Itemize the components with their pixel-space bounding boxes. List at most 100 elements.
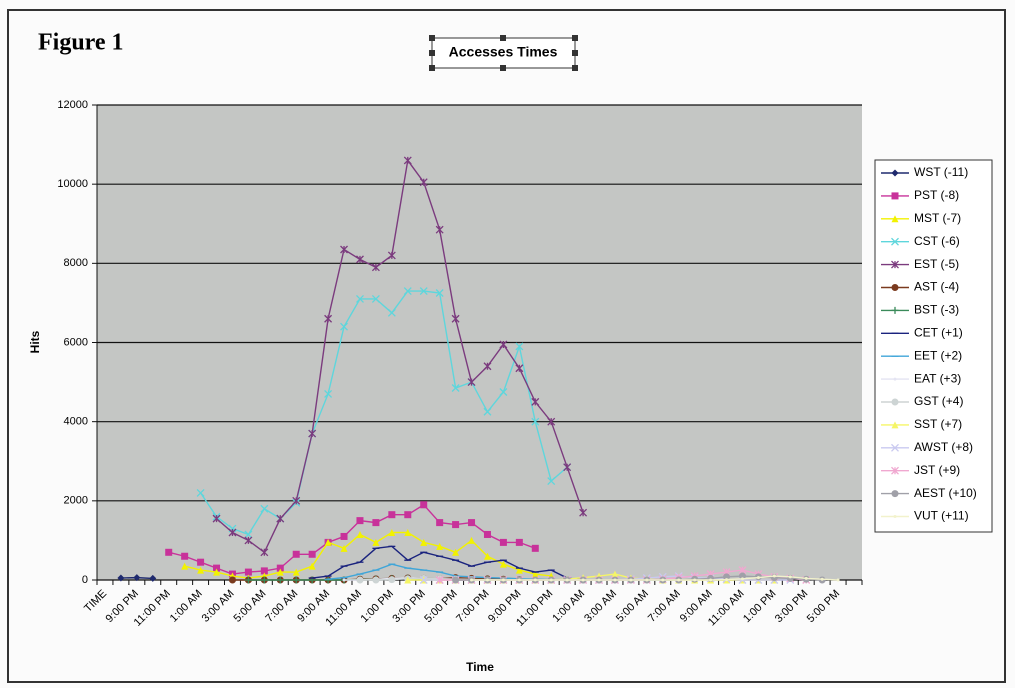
marker: [308, 550, 316, 558]
marker: [788, 575, 792, 579]
marker: [499, 340, 508, 349]
marker: [549, 578, 553, 582]
y-tick-label: 10000: [57, 178, 88, 190]
series: [165, 501, 539, 578]
marker: [372, 576, 380, 584]
marker: [388, 511, 396, 519]
marker: [820, 577, 824, 581]
y-tick-label: 2000: [64, 495, 88, 507]
marker: [547, 417, 556, 426]
marker: [149, 574, 157, 582]
marker: [197, 558, 205, 566]
marker: [891, 443, 899, 452]
marker: [565, 578, 569, 582]
marker: [340, 544, 348, 552]
marker: [292, 550, 300, 558]
marker: [893, 515, 897, 518]
marker: [452, 576, 460, 584]
marker: [468, 519, 476, 527]
marker: [292, 568, 300, 576]
marker: [260, 548, 269, 557]
legend-label: GST (+4): [914, 394, 963, 408]
marker: [579, 508, 588, 517]
y-tick-label: 12000: [57, 99, 88, 111]
x-axis-label: Time: [466, 660, 494, 674]
marker: [483, 407, 492, 416]
series-line: [216, 158, 584, 554]
y-tick-label: 6000: [64, 336, 88, 348]
marker: [356, 255, 364, 264]
marker: [340, 322, 348, 331]
marker: [244, 576, 252, 584]
marker: [467, 378, 476, 387]
marker: [483, 530, 491, 538]
marker: [340, 532, 348, 540]
legend-label: VUT (+11): [914, 509, 969, 523]
marker: [531, 417, 540, 426]
y-axis-label: Hits: [28, 330, 42, 353]
marker: [372, 519, 380, 527]
marker: [324, 389, 333, 398]
marker: [324, 538, 332, 546]
marker: [420, 538, 428, 546]
marker: [891, 421, 899, 429]
marker: [404, 576, 412, 584]
y-tick-label: 8000: [64, 257, 88, 269]
marker: [772, 574, 776, 578]
marker: [738, 572, 746, 580]
marker: [403, 156, 412, 165]
chart-title: Accesses Times: [449, 44, 558, 60]
marker: [891, 398, 899, 406]
marker: [371, 294, 380, 303]
marker: [597, 578, 601, 582]
legend-label: PST (-8): [914, 188, 959, 202]
marker: [356, 576, 364, 584]
marker: [117, 574, 125, 582]
marker: [891, 215, 899, 223]
marker: [483, 362, 492, 371]
legend-label: EET (+2): [914, 348, 962, 362]
legend-label: EST (-5): [914, 257, 959, 271]
marker: [452, 521, 460, 529]
legend-label: WST (-11): [914, 165, 968, 179]
marker: [228, 576, 236, 584]
marker: [340, 245, 348, 254]
marker: [725, 578, 729, 582]
legend-label: CET (+1): [914, 325, 963, 339]
marker: [891, 306, 899, 314]
y-tick-label: 0: [82, 574, 88, 586]
marker: [276, 568, 284, 576]
marker: [891, 466, 899, 475]
marker: [308, 429, 317, 438]
marker: [404, 529, 412, 536]
marker: [196, 488, 205, 497]
marker: [244, 530, 253, 539]
marker: [276, 514, 285, 523]
legend-label: JST (+9): [914, 463, 960, 477]
marker: [547, 477, 556, 486]
marker: [276, 576, 284, 584]
marker: [181, 552, 189, 560]
marker: [292, 576, 300, 584]
marker: [356, 517, 364, 525]
marker: [581, 578, 585, 582]
marker: [499, 388, 508, 396]
marker: [435, 225, 444, 234]
series: [470, 574, 840, 582]
marker: [693, 578, 697, 582]
series-line: [200, 290, 568, 536]
marker: [836, 578, 840, 582]
marker: [388, 576, 396, 584]
marker: [893, 377, 897, 381]
marker: [419, 178, 428, 187]
marker: [661, 578, 665, 582]
y-tick-label: 4000: [64, 416, 88, 428]
marker: [356, 294, 364, 303]
marker: [533, 578, 537, 582]
marker: [197, 566, 205, 574]
marker: [891, 192, 899, 200]
marker: [563, 463, 572, 472]
marker: [244, 568, 252, 576]
marker: [485, 578, 489, 582]
marker: [292, 496, 301, 505]
